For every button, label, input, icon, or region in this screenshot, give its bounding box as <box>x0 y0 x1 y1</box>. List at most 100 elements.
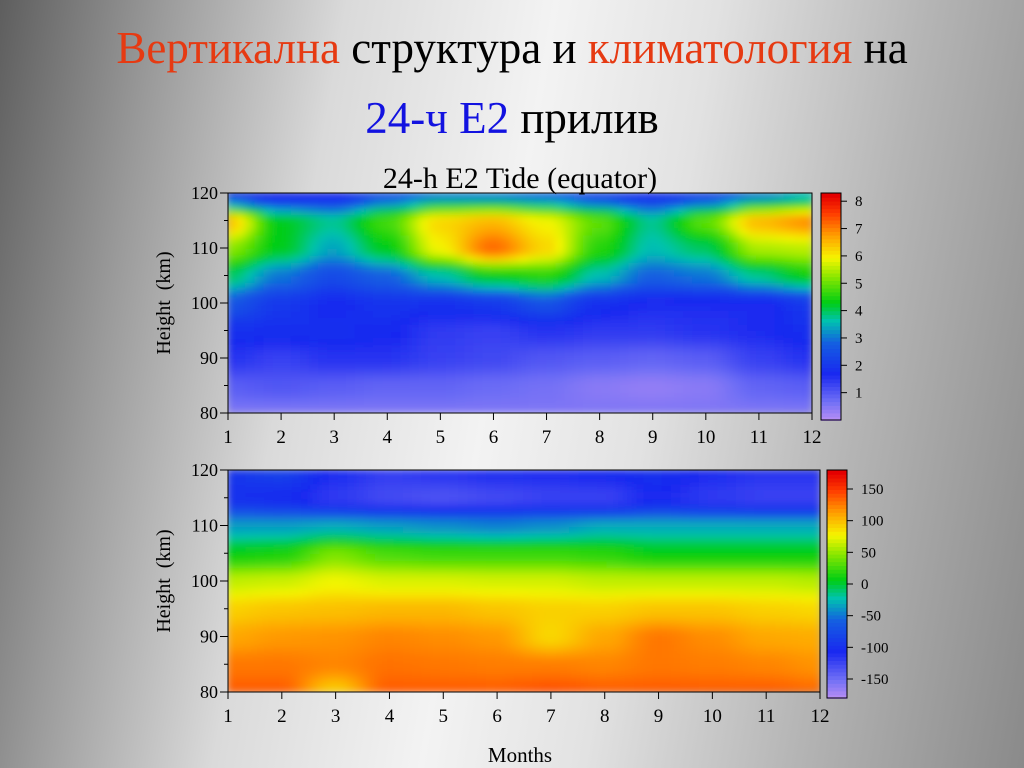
colorbar-swatch <box>821 230 841 236</box>
heatmap-cell <box>763 538 775 548</box>
heatmap-cell <box>637 288 649 298</box>
heatmap-cell <box>792 363 804 373</box>
heatmap-cell <box>354 302 366 311</box>
heatmap-cell <box>482 336 494 346</box>
heatmap-cell <box>523 642 535 652</box>
heatmap-cell <box>747 253 759 263</box>
heatmap-cell <box>619 260 631 270</box>
heatmap-cell <box>674 281 686 291</box>
heatmap-cell <box>772 517 785 527</box>
heatmap-cell <box>464 308 476 318</box>
heatmap-cell <box>578 642 590 652</box>
heatmap-cell <box>409 267 421 277</box>
heatmap-cell <box>384 503 396 513</box>
heatmap-cell <box>486 524 498 534</box>
heatmap-cell <box>245 253 257 263</box>
heatmap-cell <box>409 315 421 325</box>
heatmap-cell <box>458 573 470 582</box>
heatmap-cell <box>587 628 600 638</box>
heatmap-cell <box>319 621 331 631</box>
heatmap-cell <box>273 552 285 562</box>
heatmap-cell <box>458 496 470 506</box>
heatmap-cell <box>356 607 368 617</box>
heatmap-cell <box>436 281 448 291</box>
y-axis-label: Height (km) <box>153 251 175 354</box>
heatmap-cell <box>409 357 421 366</box>
heatmap-cell <box>652 580 664 589</box>
heatmap-cell <box>236 531 248 541</box>
heatmap-cell <box>309 391 321 401</box>
heatmap-cell <box>436 295 448 304</box>
heatmap-cell <box>756 329 768 339</box>
colorbar-swatch <box>827 614 847 620</box>
heatmap-cell <box>373 343 385 353</box>
heatmap-cell <box>528 336 540 346</box>
heatmap-cell <box>637 274 649 284</box>
heatmap-cell <box>783 363 795 373</box>
heatmap-cell <box>665 260 677 270</box>
heatmap-cell <box>692 398 704 408</box>
heatmap-cell <box>254 357 266 366</box>
heatmap-cell <box>482 288 494 298</box>
heatmap-cell <box>738 398 750 408</box>
heatmap-cell <box>528 363 540 373</box>
heatmap-cell <box>365 482 378 492</box>
heatmap-cell <box>384 545 396 555</box>
heatmap-cell <box>418 363 430 373</box>
heatmap-cell <box>513 621 526 631</box>
heatmap-cell <box>309 219 321 229</box>
heatmap-cell <box>546 260 558 270</box>
heatmap-cell <box>665 226 677 236</box>
heatmap-cell <box>783 219 795 229</box>
heatmap-cell <box>384 642 396 652</box>
heatmap-cell <box>336 370 348 380</box>
heatmap-cell <box>634 517 646 527</box>
heatmap-cell <box>365 475 378 485</box>
heatmap-cell <box>427 315 439 325</box>
heatmap-cell <box>319 628 331 638</box>
heatmap-cell <box>774 295 786 304</box>
heatmap-cell <box>792 253 804 263</box>
heatmap-cell <box>610 370 622 380</box>
heatmap-cell <box>747 193 759 201</box>
heatmap-cell <box>683 281 695 291</box>
heatmap-cell <box>328 614 341 624</box>
heatmap-cell <box>476 670 489 680</box>
heatmap-cell <box>245 600 257 610</box>
heatmap-cell <box>528 193 540 201</box>
heatmap-cell <box>582 308 594 318</box>
heatmap-cell <box>319 538 331 548</box>
heatmap-cell <box>486 670 498 680</box>
heatmap-cell <box>550 531 563 541</box>
heatmap-cell <box>373 226 385 236</box>
heatmap-cell <box>446 315 458 325</box>
heatmap-cell <box>245 336 257 346</box>
heatmap-cell <box>409 398 421 408</box>
heatmap-cell <box>467 677 479 686</box>
heatmap-cell <box>400 377 412 387</box>
heatmap-cell <box>375 517 387 527</box>
heatmap-cell <box>592 336 604 346</box>
heatmap-cell <box>382 357 394 366</box>
heatmap-cell <box>646 329 658 339</box>
heatmap-cell <box>783 226 795 236</box>
heatmap-cell <box>263 350 275 359</box>
heatmap-cell <box>774 198 786 208</box>
heatmap-cell <box>560 573 572 582</box>
heatmap-cell <box>800 538 812 548</box>
heatmap-cell <box>291 621 304 631</box>
heatmap-cell <box>245 621 257 631</box>
heatmap-cell <box>774 274 786 284</box>
heatmap-cell <box>245 524 257 534</box>
heatmap-cell <box>491 329 503 339</box>
heatmap-cell <box>652 600 664 610</box>
heatmap-cell <box>634 642 646 652</box>
colorbar-swatch <box>821 272 841 278</box>
heatmap-cell <box>236 329 248 339</box>
heatmap-cell <box>756 384 768 394</box>
heatmap-cell <box>564 205 576 215</box>
heatmap-cell <box>354 370 366 380</box>
heatmap-cell <box>665 398 677 408</box>
heatmap-cell <box>345 315 357 325</box>
heatmap-cell <box>745 545 757 555</box>
